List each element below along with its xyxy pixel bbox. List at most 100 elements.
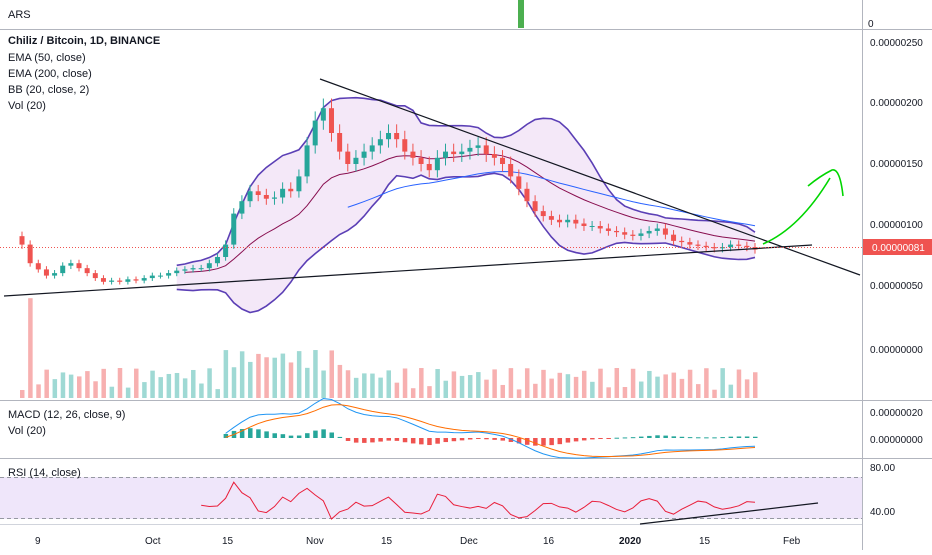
macd-histogram-bar — [541, 438, 546, 446]
volume-bar — [533, 383, 538, 398]
hand-drawn-arrow[interactable] — [762, 169, 844, 245]
legend-ema200[interactable]: EMA (200, close) — [8, 68, 92, 80]
volume-bar — [166, 373, 172, 398]
candle-body — [68, 263, 74, 266]
top-pane: ARS 0 — [8, 0, 874, 30]
macd-histogram-bar — [704, 437, 709, 439]
candle-body — [255, 191, 261, 195]
macd-histogram-bar — [614, 437, 620, 439]
macd-histogram-bar — [386, 438, 391, 441]
volume-bar — [402, 368, 408, 398]
candle-body — [597, 226, 603, 229]
volume-bar — [321, 370, 326, 398]
macd-histogram-bar — [239, 429, 245, 438]
candle-body — [736, 244, 742, 246]
legend-vol[interactable]: Vol (20) — [8, 100, 46, 112]
macd-histogram-bar — [598, 438, 603, 439]
volume-bar — [614, 368, 620, 398]
candle-body — [687, 242, 693, 245]
candle-body — [646, 230, 652, 234]
macd-histogram-bar — [321, 429, 326, 438]
macd-histogram-bar — [296, 435, 302, 438]
macd-histogram-bar — [288, 435, 294, 438]
volume-bar — [524, 368, 530, 398]
macd-histogram-bar — [565, 438, 571, 443]
macd-line — [225, 398, 756, 459]
candle-body — [198, 268, 204, 270]
rsi-pane — [0, 477, 862, 525]
macd-histogram-bar — [557, 438, 563, 445]
rsi-line — [201, 481, 756, 520]
rsi-trendline[interactable] — [639, 502, 819, 525]
volume-bar — [28, 298, 33, 398]
legend-ema50[interactable]: EMA (50, close) — [8, 52, 86, 64]
volume-bar — [508, 368, 514, 398]
macd-histogram-bar — [492, 438, 497, 440]
candle-body — [451, 151, 457, 155]
x-tick-label: Nov — [306, 536, 324, 547]
candle-body — [214, 257, 220, 264]
macd-histogram-bar — [720, 437, 725, 439]
ars-volume-bar — [518, 0, 524, 28]
macd-histogram-bar — [638, 436, 644, 438]
macd-tick-label: 0.00000020 — [870, 408, 923, 419]
volume-bar — [174, 372, 180, 398]
macd-histogram-bar — [378, 438, 383, 442]
chart-title: Chiliz / Bitcoin, 1D, BINANCE — [8, 35, 160, 47]
legend-macd[interactable]: MACD (12, 26, close, 9) — [8, 409, 125, 421]
volume-bar — [728, 384, 734, 398]
legend-rsi[interactable]: RSI (14, close) — [8, 467, 81, 479]
trendline-ascending[interactable] — [3, 244, 813, 297]
volume-bar — [109, 386, 115, 398]
macd-histogram-bar — [671, 436, 677, 438]
volume-bar — [736, 369, 742, 398]
price-axis[interactable]: 0.00000250 0.00000200 0.00000150 0.00000… — [870, 38, 923, 518]
candle-body — [475, 145, 481, 148]
volume-bar — [207, 368, 212, 398]
candle-body — [190, 268, 196, 270]
candle-body — [744, 245, 750, 248]
candle-body — [662, 228, 668, 235]
candles — [19, 98, 758, 285]
macd-histogram-bar — [370, 438, 375, 443]
x-tick-label: 15 — [699, 536, 711, 547]
volume-bar — [85, 371, 90, 398]
candle-body — [288, 188, 294, 192]
volume-bar — [427, 386, 432, 398]
legend-bb[interactable]: BB (20, close, 2) — [8, 84, 89, 96]
volume-bar — [264, 357, 269, 398]
time-axis[interactable]: 9 Oct 15 Nov 15 Dec 16 2020 15 Feb — [35, 536, 801, 547]
volume-bar — [476, 372, 481, 398]
bb-upper — [176, 96, 756, 267]
volume-bar — [492, 369, 497, 398]
volume-bar — [182, 378, 188, 398]
candle-body — [157, 275, 163, 277]
bb-lower — [176, 172, 756, 314]
candle-body — [524, 188, 530, 202]
candle-body — [92, 273, 98, 279]
candle-body — [719, 247, 725, 249]
trendline-descending[interactable] — [319, 78, 861, 276]
macd-histogram-bar — [223, 433, 229, 438]
volume-bar — [77, 376, 82, 398]
candle-body — [231, 213, 237, 245]
legend-macd-vol[interactable]: Vol (20) — [8, 425, 46, 437]
macd-histogram-bar — [280, 434, 286, 438]
candle-body — [508, 164, 514, 177]
candle-body — [345, 151, 351, 164]
candle-body — [377, 139, 383, 146]
candle-body — [280, 188, 286, 198]
candle-body — [459, 151, 465, 155]
macd-histogram-bar — [728, 436, 734, 438]
macd-histogram-bar — [590, 438, 595, 440]
candle-body — [84, 268, 90, 274]
volume-bar — [695, 384, 701, 398]
macd-histogram-bar — [353, 438, 359, 443]
candle-body — [206, 263, 212, 269]
volume-bar — [313, 350, 318, 398]
volume-bar — [541, 369, 546, 398]
candle-body — [19, 236, 25, 245]
volume-bar — [744, 379, 750, 398]
macd-histogram-bar — [655, 435, 660, 438]
